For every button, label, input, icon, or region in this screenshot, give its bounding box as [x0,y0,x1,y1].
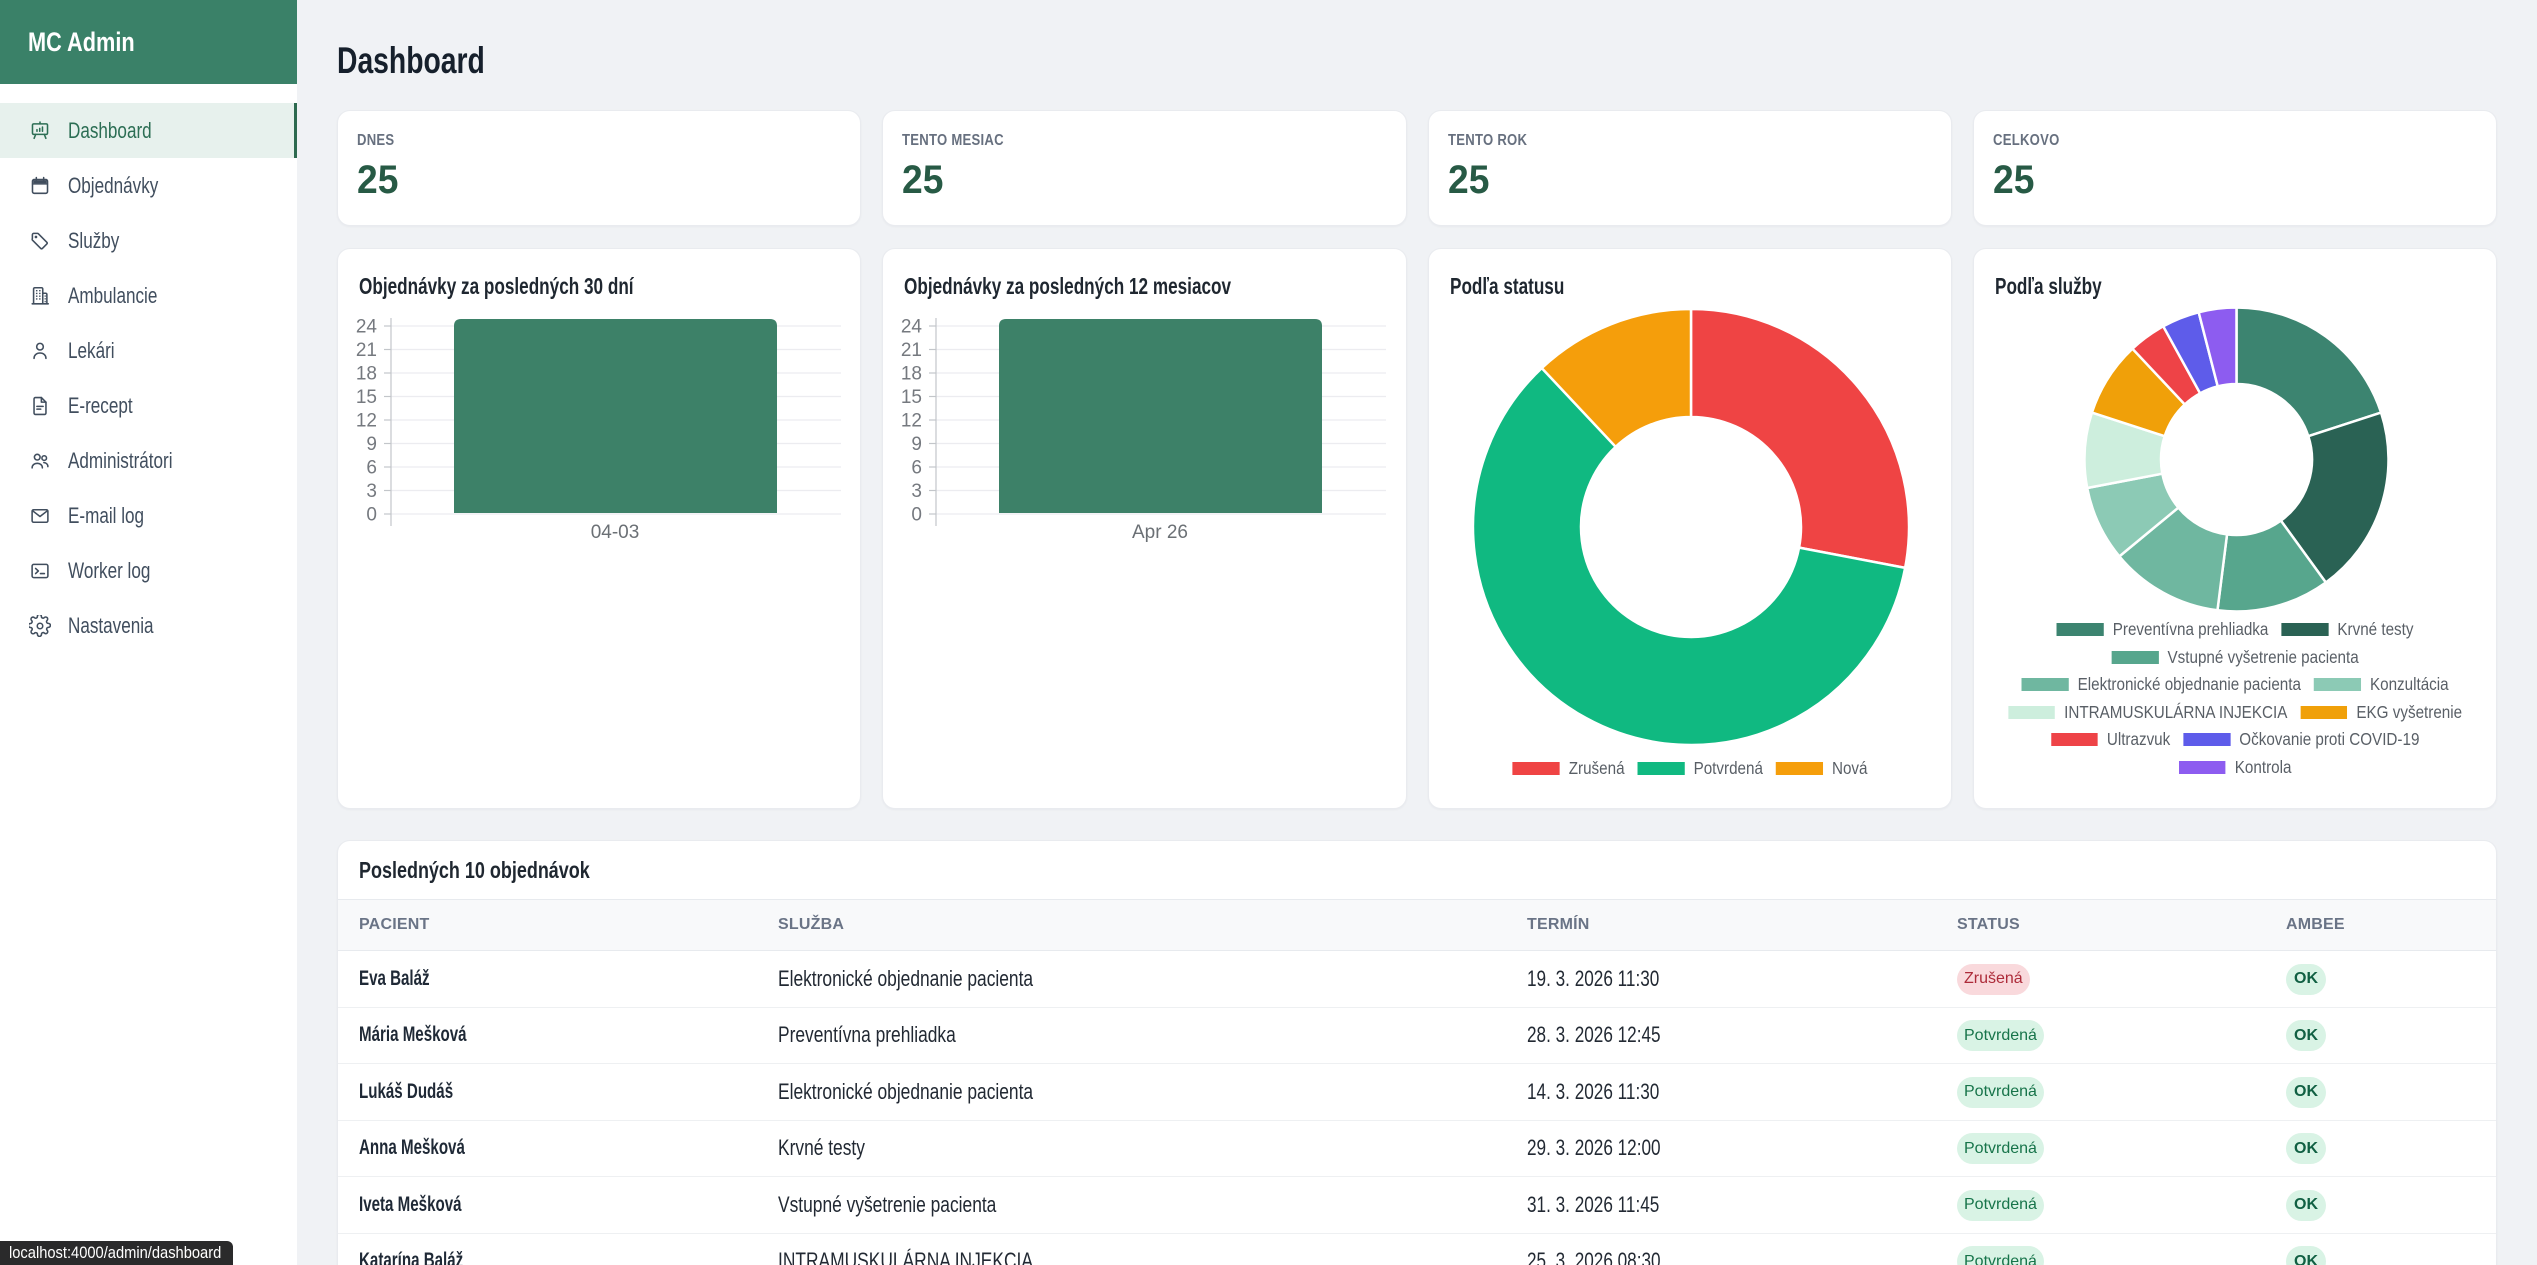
svg-text:6: 6 [366,458,377,479]
svg-text:04-03: 04-03 [591,522,640,543]
svg-text:3: 3 [912,481,923,502]
svg-text:18: 18 [901,364,922,385]
svg-text:24: 24 [901,317,923,338]
svg-text:15: 15 [901,387,922,408]
svg-text:0: 0 [366,505,377,526]
svg-text:9: 9 [366,434,377,455]
svg-text:Apr 26: Apr 26 [1132,522,1188,543]
svg-text:0: 0 [912,505,923,526]
svg-text:24: 24 [356,317,378,338]
svg-text:12: 12 [901,411,922,432]
svg-text:18: 18 [356,364,377,385]
svg-text:9: 9 [912,434,923,455]
svg-text:6: 6 [912,458,923,479]
svg-text:12: 12 [356,411,377,432]
svg-text:3: 3 [366,481,377,502]
svg-text:21: 21 [901,340,922,361]
svg-text:21: 21 [356,340,377,361]
svg-text:15: 15 [356,387,377,408]
